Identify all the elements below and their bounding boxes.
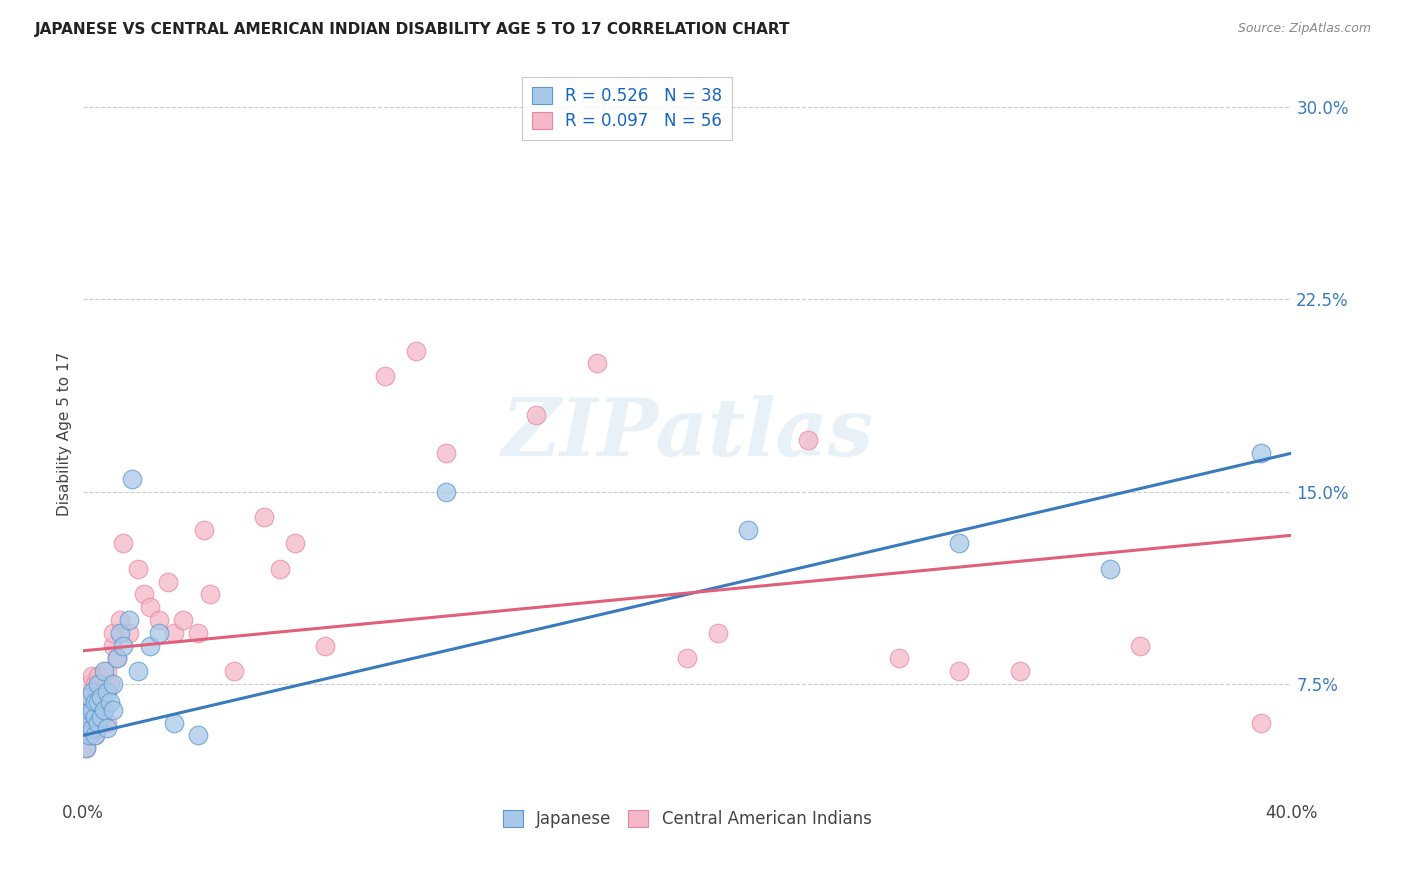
Point	[96, 665, 118, 679]
Point	[314, 639, 336, 653]
Point	[1099, 562, 1122, 576]
Point	[84, 728, 107, 742]
Point	[82, 695, 104, 709]
Point	[84, 677, 107, 691]
Point	[121, 472, 143, 486]
Point	[79, 703, 101, 717]
Point	[75, 741, 97, 756]
Point	[84, 703, 107, 717]
Point	[148, 625, 170, 640]
Point	[93, 703, 115, 717]
Point	[172, 613, 194, 627]
Point	[187, 625, 209, 640]
Point	[82, 703, 104, 717]
Point	[84, 695, 107, 709]
Point	[100, 677, 122, 691]
Point	[103, 703, 125, 717]
Point	[87, 715, 110, 730]
Point	[87, 695, 110, 709]
Point	[90, 690, 112, 704]
Point	[79, 703, 101, 717]
Point	[156, 574, 179, 589]
Point	[1250, 446, 1272, 460]
Point	[87, 677, 110, 691]
Point	[79, 728, 101, 742]
Point	[93, 665, 115, 679]
Point	[82, 715, 104, 730]
Point	[585, 356, 607, 370]
Point	[1008, 665, 1031, 679]
Point	[105, 651, 128, 665]
Y-axis label: Disability Age 5 to 17: Disability Age 5 to 17	[58, 352, 72, 516]
Point	[75, 715, 97, 730]
Point	[948, 665, 970, 679]
Point	[79, 690, 101, 704]
Point	[269, 562, 291, 576]
Point	[117, 625, 139, 640]
Point	[887, 651, 910, 665]
Legend: Japanese, Central American Indians: Japanese, Central American Indians	[496, 804, 879, 835]
Text: JAPANESE VS CENTRAL AMERICAN INDIAN DISABILITY AGE 5 TO 17 CORRELATION CHART: JAPANESE VS CENTRAL AMERICAN INDIAN DISA…	[35, 22, 790, 37]
Point	[253, 510, 276, 524]
Point	[75, 741, 97, 756]
Point	[84, 728, 107, 742]
Point	[434, 446, 457, 460]
Point	[163, 625, 186, 640]
Point	[87, 721, 110, 735]
Point	[193, 523, 215, 537]
Point	[224, 665, 246, 679]
Text: ZIPatlas: ZIPatlas	[502, 395, 873, 473]
Point	[108, 613, 131, 627]
Point	[90, 677, 112, 691]
Point	[948, 536, 970, 550]
Point	[75, 710, 97, 724]
Point	[1250, 715, 1272, 730]
Point	[524, 408, 547, 422]
Point	[1129, 639, 1152, 653]
Point	[374, 369, 396, 384]
Point	[79, 677, 101, 691]
Point	[797, 434, 820, 448]
Point	[105, 651, 128, 665]
Point	[117, 613, 139, 627]
Text: Source: ZipAtlas.com: Source: ZipAtlas.com	[1237, 22, 1371, 36]
Point	[676, 651, 699, 665]
Point	[82, 685, 104, 699]
Point	[93, 703, 115, 717]
Point	[90, 710, 112, 724]
Point	[103, 639, 125, 653]
Point	[79, 728, 101, 742]
Point	[127, 562, 149, 576]
Point	[706, 625, 728, 640]
Point	[103, 677, 125, 691]
Point	[93, 685, 115, 699]
Point	[148, 613, 170, 627]
Point	[111, 536, 134, 550]
Point	[96, 685, 118, 699]
Point	[187, 728, 209, 742]
Point	[434, 484, 457, 499]
Point	[138, 600, 160, 615]
Point	[82, 721, 104, 735]
Point	[284, 536, 307, 550]
Point	[90, 703, 112, 717]
Point	[163, 715, 186, 730]
Point	[82, 669, 104, 683]
Point	[75, 690, 97, 704]
Point	[737, 523, 759, 537]
Point	[96, 721, 118, 735]
Point	[132, 587, 155, 601]
Point	[405, 343, 427, 358]
Point	[108, 625, 131, 640]
Point	[87, 669, 110, 683]
Point	[127, 665, 149, 679]
Point	[84, 710, 107, 724]
Point	[198, 587, 221, 601]
Point	[103, 625, 125, 640]
Point	[111, 639, 134, 653]
Point	[138, 639, 160, 653]
Point	[100, 695, 122, 709]
Point	[87, 695, 110, 709]
Point	[96, 715, 118, 730]
